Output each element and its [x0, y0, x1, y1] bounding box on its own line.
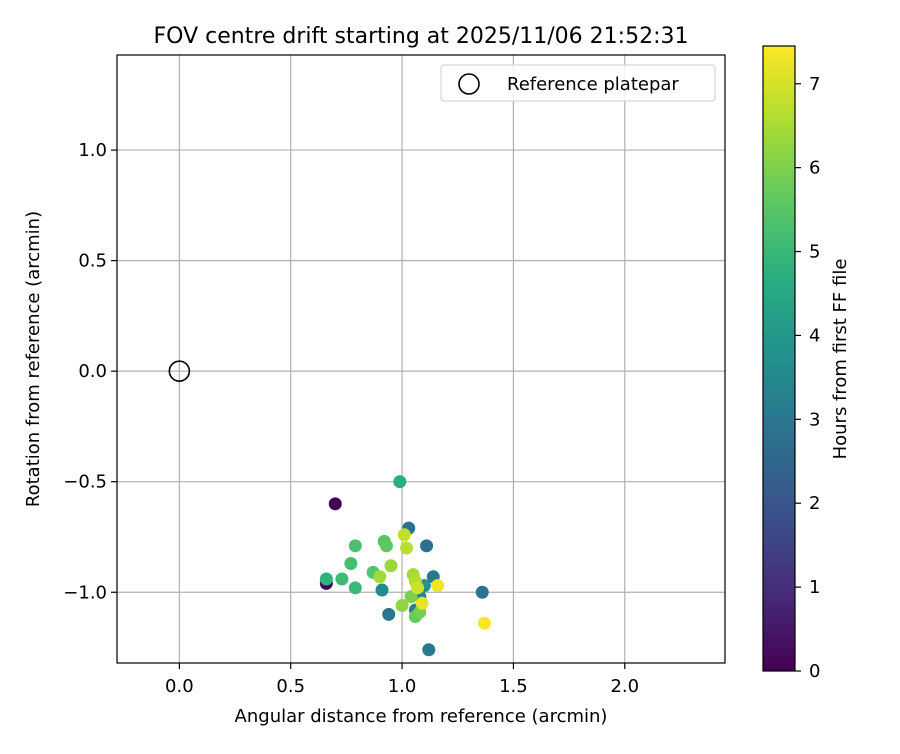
x-tick-label: 1.0	[388, 676, 417, 697]
y-axis-label: Rotation from reference (arcmin)	[23, 211, 44, 507]
colorbar-gradient	[762, 45, 796, 672]
legend-label: Reference platepar	[507, 74, 679, 95]
legend-marker-icon	[458, 73, 480, 95]
data-point	[379, 539, 393, 553]
data-point	[344, 557, 358, 571]
reference-platepar-marker	[168, 360, 191, 382]
x-axis-label: Angular distance from reference (arcmin)	[235, 706, 608, 727]
data-point	[411, 581, 425, 595]
data-point	[422, 643, 436, 657]
data-point	[477, 616, 491, 630]
data-point	[393, 475, 407, 489]
y-tick-label: −1.0	[63, 582, 107, 603]
colorbar-tick-label: 5	[809, 242, 820, 263]
legend: Reference platepar	[440, 64, 716, 102]
colorbar-tick-label: 2	[809, 493, 820, 514]
data-point	[319, 572, 333, 586]
data-point	[348, 539, 362, 553]
data-point	[382, 607, 396, 621]
data-point	[335, 572, 349, 586]
data-point	[395, 599, 409, 613]
colorbar-tick-label: 4	[809, 325, 820, 346]
colorbar-label: Hours from first FF file	[830, 259, 851, 460]
colorbar-tick-label: 6	[809, 158, 820, 179]
x-axis-ticks: 0.0 0.5 1.0 1.5 2.0	[165, 663, 639, 697]
x-tick-label: 1.5	[499, 676, 528, 697]
x-tick-label: 2.0	[610, 676, 639, 697]
colorbar-tick-label: 7	[809, 74, 820, 95]
y-tick-label: 0.0	[78, 361, 107, 382]
y-axis-ticks: 1.0 0.5 0.0 −0.5 −1.0	[63, 140, 117, 603]
y-tick-label: −0.5	[63, 472, 107, 493]
data-point	[431, 579, 445, 593]
data-point	[420, 539, 434, 553]
data-point	[475, 585, 489, 599]
chart-title: FOV centre drift starting at 2025/11/06 …	[154, 24, 689, 49]
x-tick-label: 0.0	[165, 676, 194, 697]
colorbar-tick-label: 3	[809, 409, 820, 430]
y-tick-label: 0.5	[78, 251, 107, 272]
plot-frame	[116, 54, 726, 664]
data-point	[348, 581, 362, 595]
data-point	[400, 541, 414, 555]
colorbar-tick-label: 0	[809, 661, 820, 682]
data-point	[373, 570, 387, 584]
x-tick-label: 0.5	[276, 676, 305, 697]
gridlines	[117, 55, 725, 663]
scatter-points	[319, 475, 491, 657]
y-tick-label: 1.0	[78, 140, 107, 161]
colorbar-tick-label: 1	[809, 577, 820, 598]
data-point	[415, 596, 429, 610]
data-point	[404, 590, 418, 604]
data-point	[375, 583, 389, 597]
data-point	[328, 497, 342, 511]
legend-box	[440, 64, 716, 102]
data-point	[397, 528, 411, 542]
data-point	[384, 559, 398, 573]
colorbar: 0 1 2 3 4 5 6 7 Hours from first FF file	[762, 45, 851, 682]
colorbar-ticks: 0 1 2 3 4 5 6 7	[795, 74, 820, 682]
